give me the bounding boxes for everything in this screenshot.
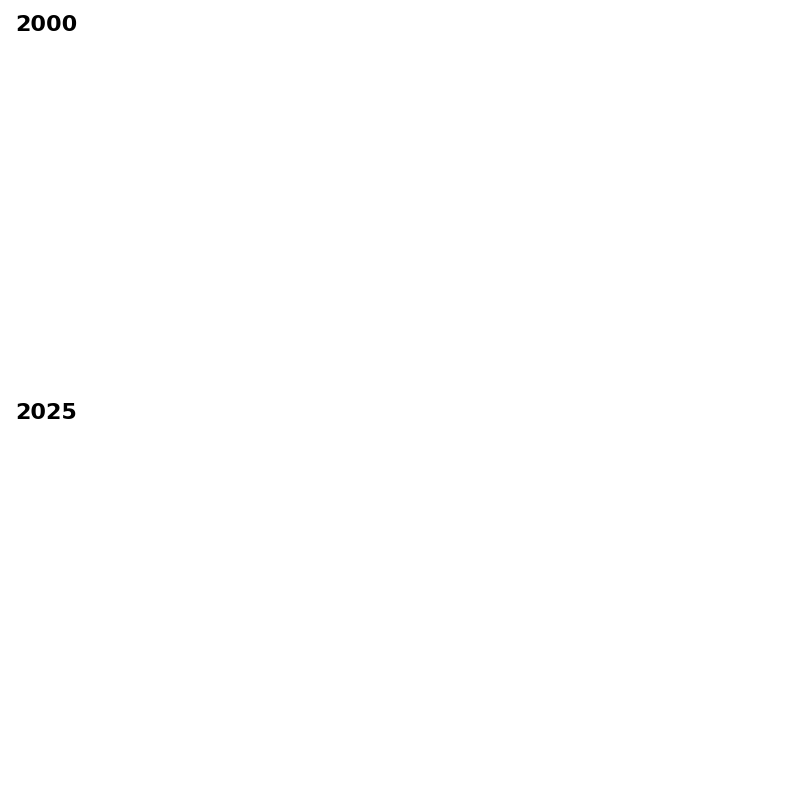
Text: 2025: 2025 — [15, 403, 77, 423]
Text: 2000: 2000 — [15, 15, 77, 35]
